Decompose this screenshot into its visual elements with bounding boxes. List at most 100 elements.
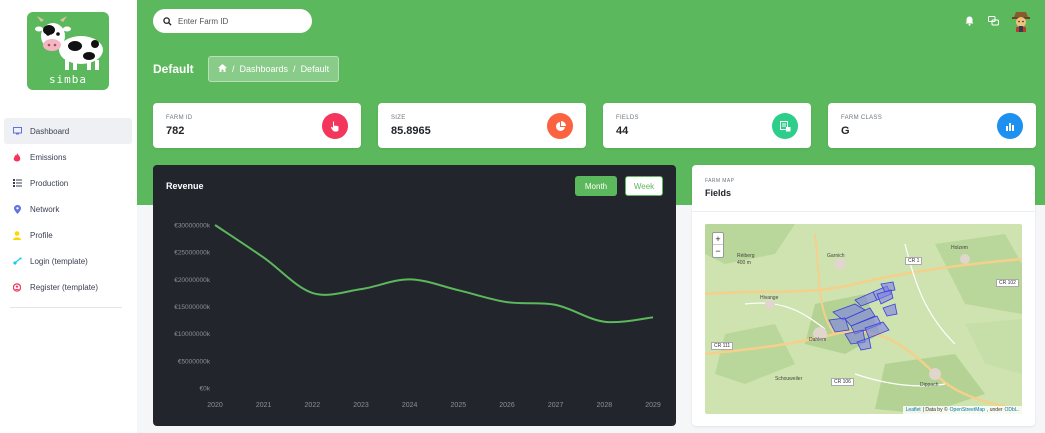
pie-chart-icon [547,113,573,139]
x-tick-label: 2028 [597,402,613,409]
y-tick-label: €25000000k [174,250,211,257]
month-button[interactable]: Month [575,176,617,196]
stat-label: FIELDS [616,115,639,121]
map-label-hivange: Hivange [760,295,779,301]
stat-card-fields: FIELDS 44 [603,103,811,148]
y-tick-label: €0k [200,386,211,393]
map-label-dahlem: Dahlem [809,337,827,343]
sidebar-item-label: Emissions [30,152,67,162]
map-pin-icon [12,204,22,214]
stat-card-farm-class: FARM CLASS G [828,103,1036,148]
revenue-title: Revenue [166,181,204,191]
sidebar-item-dashboard[interactable]: Dashboard [4,118,132,144]
sidebar-item-label: Profile [30,230,53,240]
x-tick-label: 2020 [207,402,223,409]
logo[interactable]: simba [27,12,109,90]
farm-map[interactable]: Holzem Garnich Hivange Dahlem Dippach Ré… [705,224,1022,414]
search-bar[interactable] [153,9,312,33]
sidebar-item-login[interactable]: Login (template) [4,248,132,274]
breadcrumb-separator: / [293,64,296,74]
revenue-series-line [214,224,654,324]
sidebar-item-label: Login (template) [30,256,88,266]
bell-icon[interactable] [963,15,975,27]
bar-chart-icon [997,113,1023,139]
avatar[interactable] [1011,10,1031,32]
zoom-control: + − [712,232,724,258]
sidebar-item-label: Register (template) [30,282,99,292]
top-icons [963,10,1031,32]
map-attribution: Leaflet | Data by © OpenStreetMap , unde… [902,406,1022,414]
zoom-out-button[interactable]: − [715,246,721,256]
week-button[interactable]: Week [625,176,663,196]
user-icon [12,230,22,240]
map-label-reiberg: Réiberg [737,253,755,259]
breadcrumb-dashboards[interactable]: Dashboards [239,64,289,74]
sidebar-item-label: Dashboard [30,126,70,136]
stat-label: FARM CLASS [841,115,883,121]
revenue-chart: €0k €5000000k €10000000k €15000000k €2000000… [174,223,661,410]
stat-label: FARM ID [166,115,193,121]
sidebar-nav: Dashboard Emissions Production Network P… [4,118,132,300]
hand-pointer-icon [322,113,348,139]
sidebar-item-register[interactable]: Register (template) [4,274,132,300]
road-label-cr1: CR 1 [905,257,923,265]
sidebar-item-label: Network [30,204,60,214]
fields-icon [772,113,798,139]
map-tiles [705,224,1022,414]
attribution-text: | Data by © [922,407,948,413]
search-icon [163,16,172,26]
stat-value: 782 [166,125,185,137]
map-label-holzem: Holzem [951,245,968,251]
stat-card-farm-id: FARM ID 782 [153,103,361,148]
page-title: Default [153,62,194,76]
leaflet-link[interactable]: Leaflet [905,407,921,413]
y-tick-label: €30000000k [174,223,211,230]
breadcrumb-separator: / [232,64,235,74]
chat-icon[interactable] [987,15,999,27]
sidebar-item-profile[interactable]: Profile [4,222,132,248]
stat-card-size: SIZE 85.8965 [378,103,586,148]
x-tick-label: 2027 [548,402,564,409]
odbl-link[interactable]: ODbL. [1004,407,1019,413]
breadcrumb-current: Default [300,64,330,74]
road-label-cr106: CR 106 [831,378,854,386]
stat-value: 44 [616,125,629,137]
x-tick-label: 2023 [353,402,369,409]
x-tick-label: 2021 [256,402,272,409]
x-tick-label: 2024 [402,402,418,409]
road-label-cr102: CR 102 [996,279,1019,287]
sidebar-divider [10,307,122,308]
y-tick-label: €5000000k [178,358,211,365]
x-tick-label: 2022 [305,402,321,409]
search-input[interactable] [178,16,298,26]
osm-link[interactable]: OpenStreetMap [949,407,985,413]
y-tick-label: €15000000k [174,304,211,311]
map-divider [692,211,1035,212]
y-tick-label: €20000000k [174,277,211,284]
login-icon [12,256,22,266]
list-icon [12,178,22,188]
monitor-icon [12,126,22,136]
stat-value: 85.8965 [391,125,431,137]
map-label-dippach: Dippach [920,382,939,388]
x-tick-label: 2029 [645,402,661,409]
sidebar-item-label: Production [30,178,69,188]
y-tick-label: €10000000k [174,331,211,338]
farm-map-card: FARM MAP Fields [692,165,1035,426]
map-label-garnich: Garnich [827,253,845,259]
sidebar-item-network[interactable]: Network [4,196,132,222]
map-title: Fields [705,188,732,198]
map-label-schouweiler: Schouweiler [775,376,803,382]
map-supertitle: FARM MAP [705,178,735,184]
home-icon[interactable] [218,64,227,74]
attribution-under: , under [986,407,1003,413]
sidebar-item-production[interactable]: Production [4,170,132,196]
logo-text: simba [48,73,88,86]
revenue-card: Revenue Month Week €0k €5000000k €10000000… [153,165,676,426]
register-icon [12,282,22,292]
stat-label: SIZE [391,115,406,121]
zoom-in-button[interactable]: + [713,233,723,245]
x-tick-label: 2026 [499,402,515,409]
cow-logo-icon [35,16,103,70]
sidebar-item-emissions[interactable]: Emissions [4,144,132,170]
